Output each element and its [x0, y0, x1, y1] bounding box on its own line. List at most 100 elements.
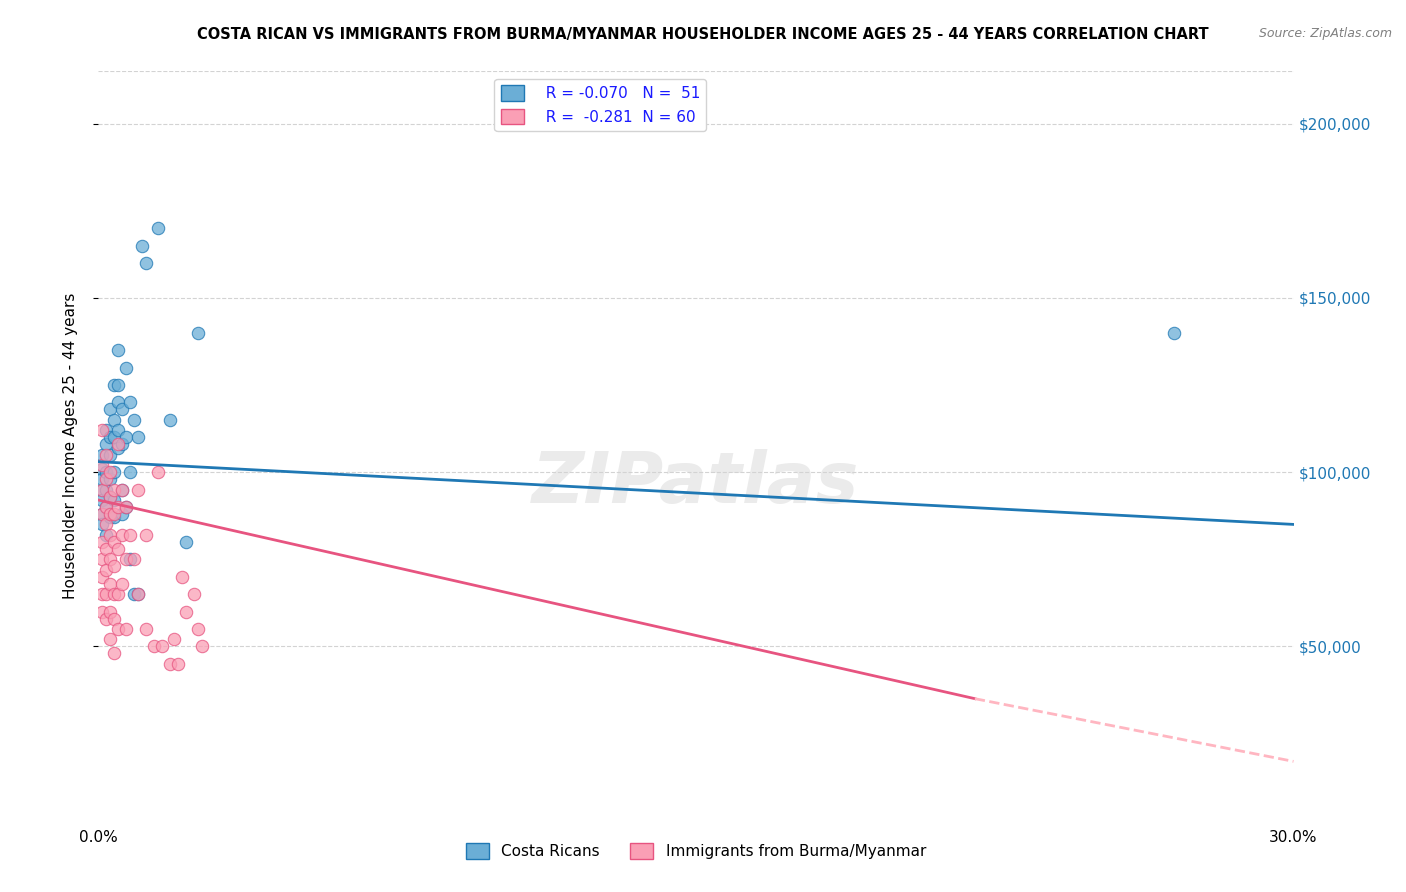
Point: [103, 413, 125, 427]
Point: [103, 559, 125, 574]
Point: [103, 587, 125, 601]
Point: [98, 510, 122, 524]
Point: [91, 534, 114, 549]
Point: [103, 534, 125, 549]
Point: [96, 437, 118, 451]
Point: [91, 493, 114, 508]
Point: [91, 570, 114, 584]
Point: [187, 622, 209, 636]
Point: [131, 238, 153, 252]
Point: [91, 517, 114, 532]
Point: [107, 423, 129, 437]
Point: [96, 500, 118, 514]
Point: [1163, 326, 1185, 340]
Point: [115, 622, 138, 636]
Point: [103, 465, 125, 479]
Point: [111, 576, 134, 591]
Point: [174, 605, 197, 619]
Point: [111, 402, 134, 417]
Point: [91, 458, 114, 472]
Point: [127, 430, 149, 444]
Point: [135, 256, 157, 270]
Point: [98, 472, 122, 486]
Text: ZIPatlas: ZIPatlas: [533, 449, 859, 518]
Point: [107, 343, 129, 358]
Point: [127, 587, 149, 601]
Point: [120, 528, 142, 542]
Point: [91, 423, 114, 437]
Legend: Costa Ricans, Immigrants from Burma/Myanmar: Costa Ricans, Immigrants from Burma/Myan…: [460, 838, 932, 865]
Point: [143, 640, 166, 654]
Point: [96, 465, 118, 479]
Point: [96, 472, 118, 486]
Point: [98, 632, 122, 647]
Point: [91, 483, 114, 497]
Point: [91, 552, 114, 566]
Point: [91, 472, 114, 486]
Point: [174, 534, 197, 549]
Point: [148, 221, 170, 235]
Point: [96, 517, 118, 532]
Point: [103, 483, 125, 497]
Point: [98, 402, 122, 417]
Point: [167, 657, 190, 671]
Point: [96, 500, 118, 514]
Point: [111, 528, 134, 542]
Point: [98, 605, 122, 619]
Point: [91, 507, 114, 521]
Point: [98, 465, 122, 479]
Point: [124, 587, 146, 601]
Point: [96, 563, 118, 577]
Point: [159, 413, 181, 427]
Point: [103, 493, 125, 508]
Point: [98, 430, 122, 444]
Point: [124, 413, 146, 427]
Point: [98, 448, 122, 462]
Point: [111, 483, 134, 497]
Point: [107, 541, 129, 556]
Point: [115, 500, 138, 514]
Point: [98, 576, 122, 591]
Point: [163, 632, 186, 647]
Point: [91, 483, 114, 497]
Text: Source: ZipAtlas.com: Source: ZipAtlas.com: [1258, 27, 1392, 40]
Point: [115, 552, 138, 566]
Point: [115, 430, 138, 444]
Point: [91, 461, 114, 475]
Point: [135, 622, 157, 636]
Point: [103, 510, 125, 524]
Point: [96, 541, 118, 556]
Point: [103, 611, 125, 625]
Point: [120, 552, 142, 566]
Point: [91, 448, 114, 462]
Point: [107, 500, 129, 514]
Point: [107, 395, 129, 409]
Point: [111, 437, 134, 451]
Point: [98, 490, 122, 504]
Y-axis label: Householder Income Ages 25 - 44 years: Householder Income Ages 25 - 44 years: [63, 293, 77, 599]
Point: [96, 611, 118, 625]
Point: [115, 360, 138, 375]
Point: [98, 528, 122, 542]
Point: [150, 640, 173, 654]
Point: [187, 326, 209, 340]
Point: [103, 378, 125, 392]
Point: [98, 552, 122, 566]
Point: [96, 483, 118, 497]
Point: [127, 587, 149, 601]
Point: [91, 587, 114, 601]
Point: [107, 437, 129, 451]
Point: [111, 483, 134, 497]
Point: [103, 646, 125, 660]
Point: [191, 640, 214, 654]
Point: [98, 490, 122, 504]
Point: [103, 507, 125, 521]
Point: [124, 552, 146, 566]
Text: COSTA RICAN VS IMMIGRANTS FROM BURMA/MYANMAR HOUSEHOLDER INCOME AGES 25 - 44 YEA: COSTA RICAN VS IMMIGRANTS FROM BURMA/MYA…: [197, 27, 1209, 42]
Point: [120, 465, 142, 479]
Point: [103, 430, 125, 444]
Point: [107, 378, 129, 392]
Point: [96, 528, 118, 542]
Point: [183, 587, 205, 601]
Point: [115, 500, 138, 514]
